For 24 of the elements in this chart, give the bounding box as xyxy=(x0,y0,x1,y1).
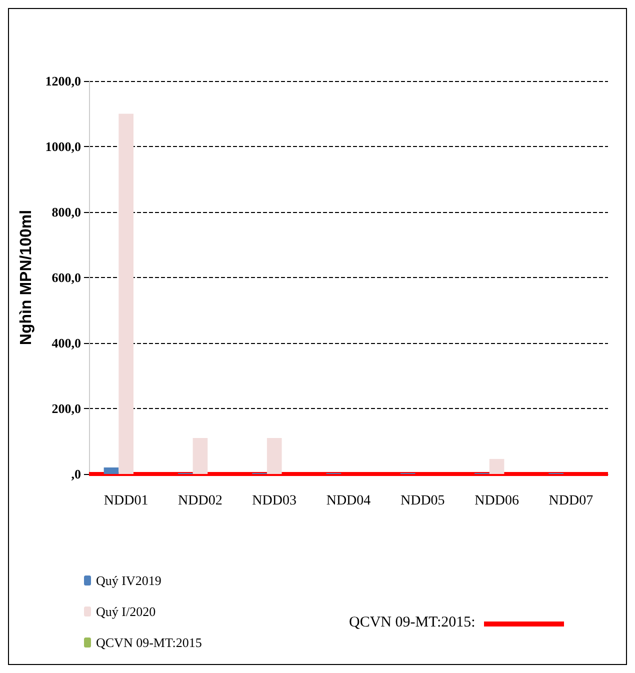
x-tick-label: NDD06 xyxy=(474,494,519,508)
bar xyxy=(266,438,282,474)
y-tick-label: ,0 xyxy=(71,466,81,482)
y-tick-label: 400,0 xyxy=(52,336,81,350)
y-tick-label: 1000,0 xyxy=(45,139,81,154)
x-tick-label: NDD04 xyxy=(326,494,371,508)
y-tick-label: 600,0 xyxy=(52,270,81,285)
y-axis-title: Nghìn MPN/100ml xyxy=(18,210,35,346)
x-tick-label: NDD05 xyxy=(400,494,445,508)
x-tick-label: NDD03 xyxy=(252,494,297,508)
x-tick-label: NDD01 xyxy=(104,494,148,508)
legend-label: QCVN 09-MT:2015 xyxy=(96,635,202,650)
bar xyxy=(192,438,208,474)
y-tick-label: 200,0 xyxy=(52,401,81,416)
bar xyxy=(118,114,134,474)
y-tick-label: 800,0 xyxy=(52,204,81,220)
text: QCVN 09-MT:2015: xyxy=(349,614,476,630)
bar xyxy=(104,467,119,474)
legend-label: Quý IV2019 xyxy=(96,573,162,588)
bar xyxy=(489,458,504,474)
legend-label: Quý I/2020 xyxy=(96,604,156,619)
y-tick-label: 1200,0 xyxy=(45,74,81,88)
x-tick-label: NDD02 xyxy=(178,494,222,508)
x-tick-label: NDD07 xyxy=(548,494,594,508)
